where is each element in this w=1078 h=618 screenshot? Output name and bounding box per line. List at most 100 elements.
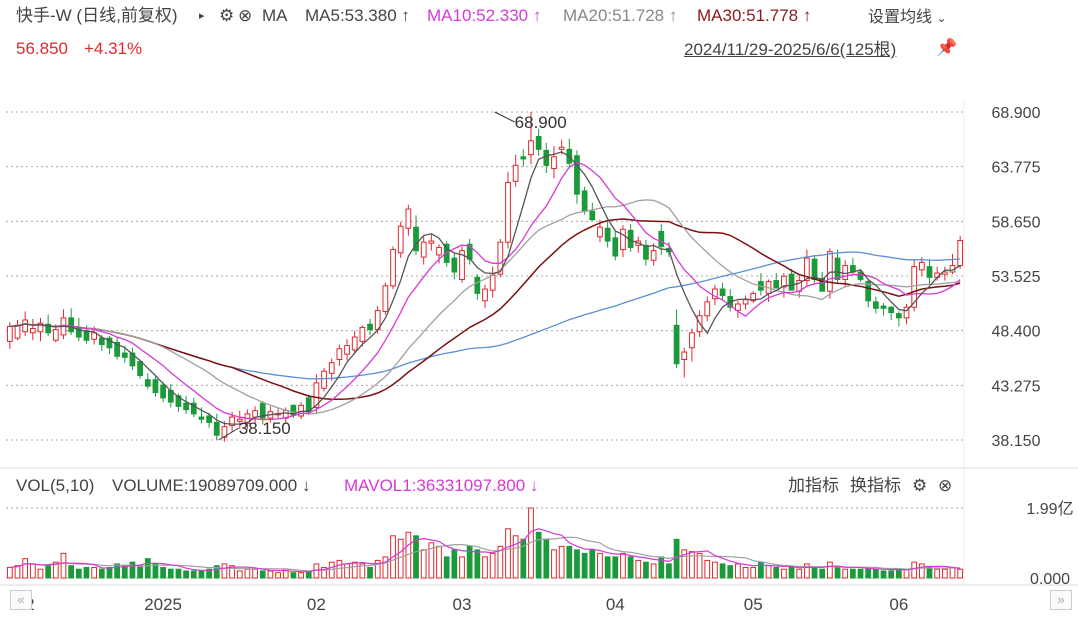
candle-down [872, 301, 879, 309]
date-range[interactable]: 2024/11/29-2025/6/6(125根) [684, 40, 897, 59]
candle-down [673, 324, 680, 365]
candle-down [121, 352, 128, 358]
volume-bar-down [443, 556, 450, 579]
volume-bar-down [535, 531, 542, 579]
volume-bar-down [643, 561, 649, 579]
close-icon[interactable]: ⊗ [238, 6, 253, 25]
x-tick-label: 03 [453, 595, 472, 614]
candle-up [918, 261, 925, 271]
volume-bar-up [374, 559, 381, 579]
volume-bar-down [190, 570, 197, 579]
volume-bar-up [635, 559, 642, 579]
indicator-gear-icon[interactable]: ⚙ [912, 476, 928, 495]
candle-down [152, 379, 159, 394]
y-tick-label: 43.275 [992, 378, 1041, 395]
add-indicator-button[interactable]: 加指标 [788, 476, 839, 495]
volume-bar-down [834, 566, 841, 579]
volume-bar-down [75, 568, 82, 579]
volume-bar-up [60, 552, 67, 579]
volume-bar-up [512, 535, 519, 579]
volume-bar-down [413, 535, 419, 579]
stock-title[interactable]: 快手-W (日线,前复权) [16, 6, 178, 25]
switch-indicator-button[interactable]: 换指标 [850, 476, 901, 495]
y-tick-label: 48.400 [992, 324, 1041, 341]
candle-down [865, 281, 872, 302]
volume-bar-down [198, 570, 205, 579]
candle-up [903, 306, 910, 319]
volume-bar-up [267, 570, 274, 579]
candle-up [620, 228, 626, 251]
candle-up [37, 322, 44, 333]
volume-bar-up [397, 538, 404, 579]
volume-bar-up [750, 566, 757, 579]
volume-bar-up [336, 559, 343, 579]
volume-bar-down [114, 563, 121, 579]
volume-bar-up [704, 559, 711, 579]
ma-settings-button[interactable]: 设置均线 ⌄ [868, 9, 947, 26]
volume-bar-up [344, 563, 350, 579]
candle-down [206, 415, 212, 423]
candle-up [14, 324, 21, 339]
candle-up [29, 328, 36, 334]
candle-up [689, 332, 695, 349]
pin-icon[interactable]: 📌 [936, 38, 958, 57]
volume-bar-down [474, 549, 481, 579]
volume-bar-up [321, 566, 327, 579]
volume-bar-down [666, 563, 672, 579]
candle-down [719, 288, 726, 296]
scroll-left-button[interactable]: « [10, 590, 32, 610]
expand-triangle-icon[interactable]: ▸ [199, 10, 205, 22]
indicator-close-icon[interactable]: ⊗ [938, 476, 953, 495]
ma30-value: MA30:51.778 ↑ [697, 6, 812, 25]
volume-bar-up [6, 566, 13, 579]
y-tick-label: 63.775 [992, 160, 1041, 177]
candle-down [543, 149, 550, 166]
volume-bar-up [689, 551, 695, 579]
volume-bar-up [229, 565, 235, 579]
volume-bar-down [849, 568, 856, 579]
candle-down [589, 210, 596, 221]
candle-down [160, 384, 166, 399]
volume-bar-down [857, 568, 864, 579]
candle-up [397, 225, 404, 254]
volume-bar-down [888, 570, 895, 579]
annotation-arrow [218, 427, 240, 441]
volume-bar-up [842, 568, 849, 579]
volume-bar-up [650, 563, 657, 579]
candle-down [581, 190, 588, 212]
volume-bar-up [29, 563, 36, 579]
volume-bar-up [37, 568, 44, 579]
candle-up [22, 319, 29, 333]
volume-bar-up [957, 568, 964, 579]
volume-bar-up [827, 561, 833, 579]
candle-down [144, 379, 151, 387]
volume-bar-down [574, 549, 580, 579]
volume-bar-up [941, 568, 948, 579]
candle-down [451, 257, 458, 273]
volume-bar-down [543, 538, 550, 579]
volume-bar-down [68, 565, 75, 579]
ma20-value: MA20:51.728 ↑ [563, 6, 678, 25]
volume-bar-down [880, 570, 887, 579]
volume-bar-up [436, 545, 442, 579]
volume-bar-up [497, 545, 504, 579]
candle-down [474, 276, 481, 294]
candle-down [888, 306, 895, 314]
scroll-right-button[interactable]: » [1050, 590, 1072, 610]
candle-down [68, 317, 75, 333]
volume-bar-up [903, 568, 910, 579]
candle-up [336, 348, 343, 360]
gear-icon[interactable]: ⚙ [219, 6, 235, 25]
volume-bar-up [22, 558, 29, 579]
volume-bar-down [259, 570, 266, 579]
candle-down [106, 337, 113, 349]
volume-bar-up [420, 549, 427, 579]
ma20-line [9, 199, 961, 415]
candle-up [459, 250, 465, 280]
candle-down [98, 337, 105, 346]
volume-bar-down [290, 572, 297, 579]
volume-bar-down [129, 561, 136, 579]
candle-down [413, 226, 419, 252]
x-tick-label: 06 [889, 595, 908, 614]
volume-bar-up [505, 528, 511, 579]
